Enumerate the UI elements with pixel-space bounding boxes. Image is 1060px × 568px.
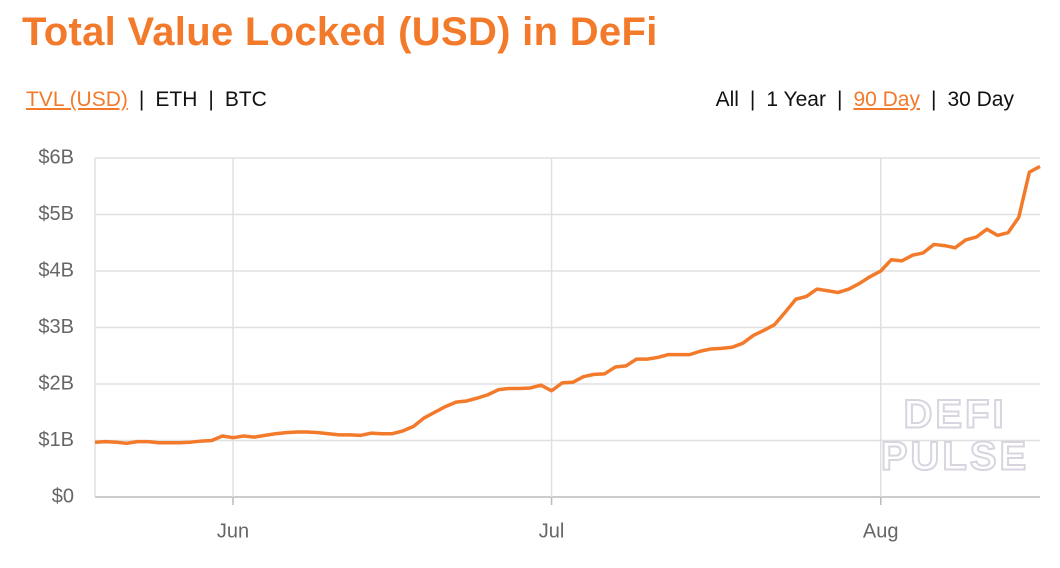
watermark: PULSE: [881, 435, 1029, 479]
line: [94, 164, 1041, 446]
tab[interactable]: 90 Day: [826, 88, 920, 111]
y-tick-label: $5B: [38, 203, 74, 225]
x-tick-label: Jul: [539, 520, 565, 542]
y-tick-label: $6B: [38, 146, 74, 168]
tab[interactable]: BTC: [197, 88, 267, 111]
metric-tabs: TVL (USD)ETHBTC: [26, 88, 267, 112]
y-tick-label: $4B: [38, 259, 74, 281]
x-tick-label: Jun: [217, 520, 249, 542]
y-tick-label: $3B: [38, 316, 74, 338]
tab[interactable]: 30 Day: [920, 88, 1014, 111]
range-tabs: All1 Year90 Day30 Day: [716, 88, 1014, 112]
chart-title: Total Value Locked (USD) in DeFi: [22, 10, 658, 54]
y-tick-label: $1B: [38, 429, 74, 451]
watermark: DEFI: [903, 393, 1006, 437]
x-tick-label: Aug: [863, 520, 899, 542]
tab[interactable]: TVL (USD): [26, 88, 128, 111]
tab[interactable]: ETH: [128, 88, 197, 111]
tab[interactable]: 1 Year: [739, 88, 826, 111]
y-tick-label: $0: [52, 485, 74, 507]
y-tick-label: $2B: [38, 372, 74, 394]
tab[interactable]: All: [715, 88, 739, 111]
